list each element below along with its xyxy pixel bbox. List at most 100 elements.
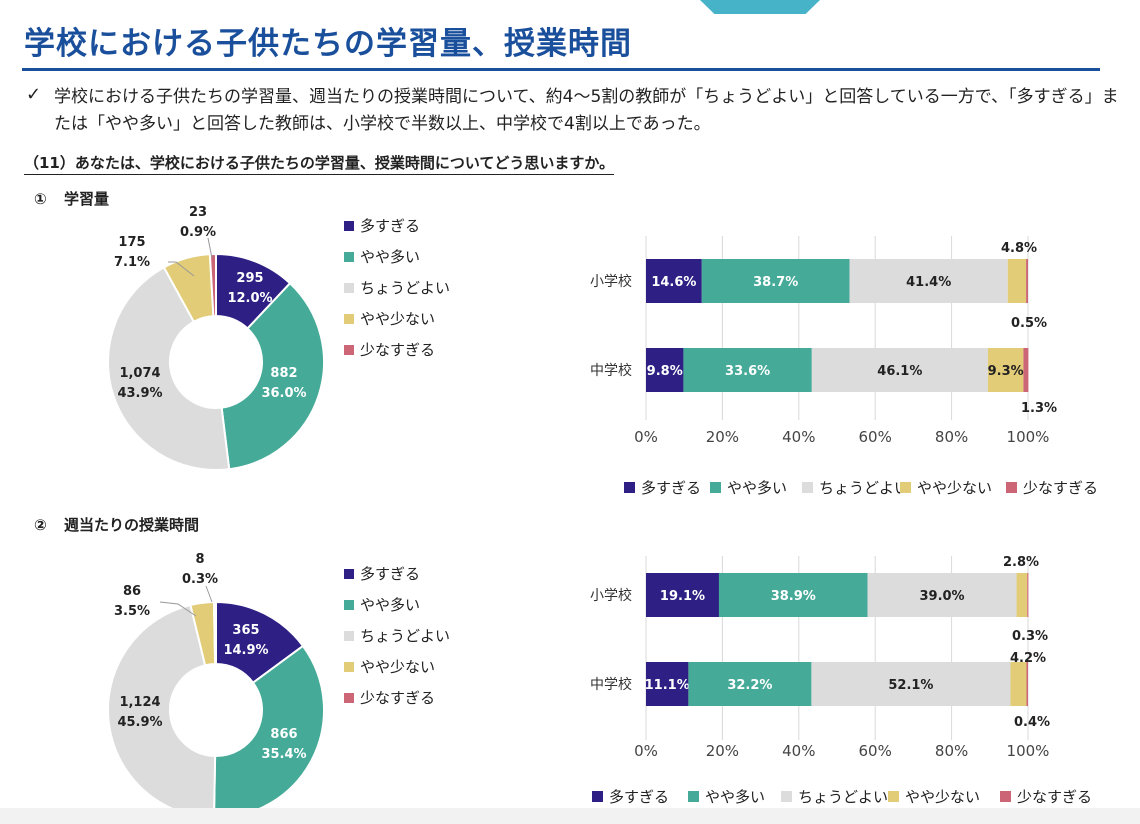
bar-segment — [811, 662, 1011, 706]
donut-slice-3 — [107, 603, 217, 820]
slice-percent-label: 45.9% — [117, 715, 162, 730]
legend-swatch — [688, 791, 699, 802]
legend-label: ちょうどよい — [360, 279, 450, 297]
legend-label: やや多い — [727, 479, 787, 497]
data-label: 46.1% — [877, 364, 922, 379]
slice-count-label: 1,124 — [119, 695, 160, 710]
category-label: 小学校 — [590, 587, 632, 604]
section-title-2: ② 週当たりの授業時間 — [34, 514, 199, 535]
legend-label: やや多い — [360, 596, 420, 614]
bar-segment — [688, 662, 812, 706]
legend-label: 少なすぎる — [360, 689, 435, 707]
legend-swatch — [344, 283, 354, 293]
x-tick-label: 0% — [634, 742, 658, 760]
legend-swatch — [344, 600, 354, 610]
slice-percent-label: 0.9% — [180, 225, 216, 240]
legend-label: ちょうどよい — [360, 627, 450, 645]
bar-segment — [1016, 573, 1028, 617]
legend-label: 少なすぎる — [360, 341, 435, 359]
slice-count-label: 882 — [270, 366, 297, 381]
section-number: ② — [34, 516, 47, 534]
category-label: 小学校 — [590, 273, 632, 290]
x-tick-label: 60% — [859, 428, 892, 446]
section-number: ① — [34, 190, 47, 208]
slice-count-label: 86 — [123, 584, 141, 599]
x-tick-label: 100% — [1007, 428, 1050, 446]
slice-count-label: 23 — [189, 205, 207, 220]
bar-segment — [1010, 662, 1027, 706]
legend-swatch — [344, 662, 354, 672]
donut-slice-5 — [212, 600, 217, 666]
data-label: 1.3% — [1021, 401, 1057, 416]
data-label: 52.1% — [888, 678, 933, 693]
bar-segment — [1023, 348, 1029, 392]
legend-swatch — [344, 693, 354, 703]
legend-label: ちょうどよい — [798, 788, 888, 806]
legend-swatch — [802, 482, 813, 493]
legend-swatch — [344, 252, 354, 262]
legend-swatch — [781, 791, 792, 802]
x-tick-label: 60% — [859, 742, 892, 760]
legend-label: 少なすぎる — [1017, 788, 1092, 806]
x-tick-label: 40% — [782, 428, 815, 446]
legend-swatch — [1006, 482, 1017, 493]
data-label: 14.6% — [651, 275, 696, 290]
legend-swatch — [900, 482, 911, 493]
legend-swatch — [710, 482, 721, 493]
legend-swatch — [344, 345, 354, 355]
legend-label: 少なすぎる — [1023, 479, 1098, 497]
slice-percent-label: 43.9% — [117, 386, 162, 401]
slice-percent-label: 36.0% — [261, 386, 306, 401]
check-icon: ✓ — [26, 84, 42, 105]
data-label: 19.1% — [660, 589, 705, 604]
legend-label: ちょうどよい — [819, 479, 909, 497]
data-label: 38.7% — [753, 275, 798, 290]
slice-percent-label: 0.3% — [182, 572, 218, 587]
bar-segment — [1027, 573, 1029, 617]
slice-count-label: 1,074 — [119, 366, 160, 381]
leader-line — [159, 601, 197, 617]
legend-swatch — [344, 314, 354, 324]
bar-segment — [683, 348, 812, 392]
title-underline — [22, 68, 1100, 71]
data-label: 41.4% — [906, 275, 951, 290]
data-label: 0.3% — [1012, 629, 1048, 644]
legend-swatch — [592, 791, 603, 802]
slice-percent-label: 3.5% — [114, 604, 150, 619]
section-label: 週当たりの授業時間 — [63, 516, 199, 534]
data-label: 2.8% — [1003, 555, 1039, 570]
data-label: 39.0% — [919, 589, 964, 604]
data-label: 4.8% — [1001, 241, 1037, 256]
donut-slice-2 — [220, 281, 325, 471]
legend-label: やや多い — [705, 788, 765, 806]
bar-segment — [867, 573, 1017, 617]
data-label: 33.6% — [725, 364, 770, 379]
header-tab-decoration — [700, 0, 820, 14]
legend-swatch — [624, 482, 635, 493]
x-tick-label: 100% — [1007, 742, 1050, 760]
bar-segment — [718, 573, 868, 617]
bar-segment — [987, 348, 1024, 392]
leader-line — [205, 585, 213, 603]
bar-segment — [646, 259, 702, 303]
donut-slice-2 — [212, 644, 325, 819]
donut-slice-5 — [208, 252, 217, 318]
data-label: 38.9% — [771, 589, 816, 604]
legend-swatch — [1000, 791, 1011, 802]
x-tick-label: 20% — [706, 428, 739, 446]
legend-label: 多すぎる — [360, 217, 420, 235]
data-label: 9.8% — [647, 364, 683, 379]
legend-label: 多すぎる — [641, 479, 701, 497]
slice-count-label: 866 — [270, 727, 297, 742]
summary-text: 学校における子供たちの学習量、週当たりの授業時間について、約4～5割の教師が「ち… — [54, 87, 1119, 134]
leader-line — [168, 261, 195, 277]
bar-segment — [646, 662, 689, 706]
survey-question: （11）あなたは、学校における子供たちの学習量、授業時間についてどう思いますか。 — [24, 152, 615, 175]
legend-label: やや少ない — [360, 658, 435, 676]
x-tick-label: 80% — [935, 428, 968, 446]
data-label: 9.3% — [988, 364, 1024, 379]
legend-swatch — [344, 631, 354, 641]
legend-swatch — [344, 569, 354, 579]
data-label: 4.2% — [1010, 651, 1046, 666]
